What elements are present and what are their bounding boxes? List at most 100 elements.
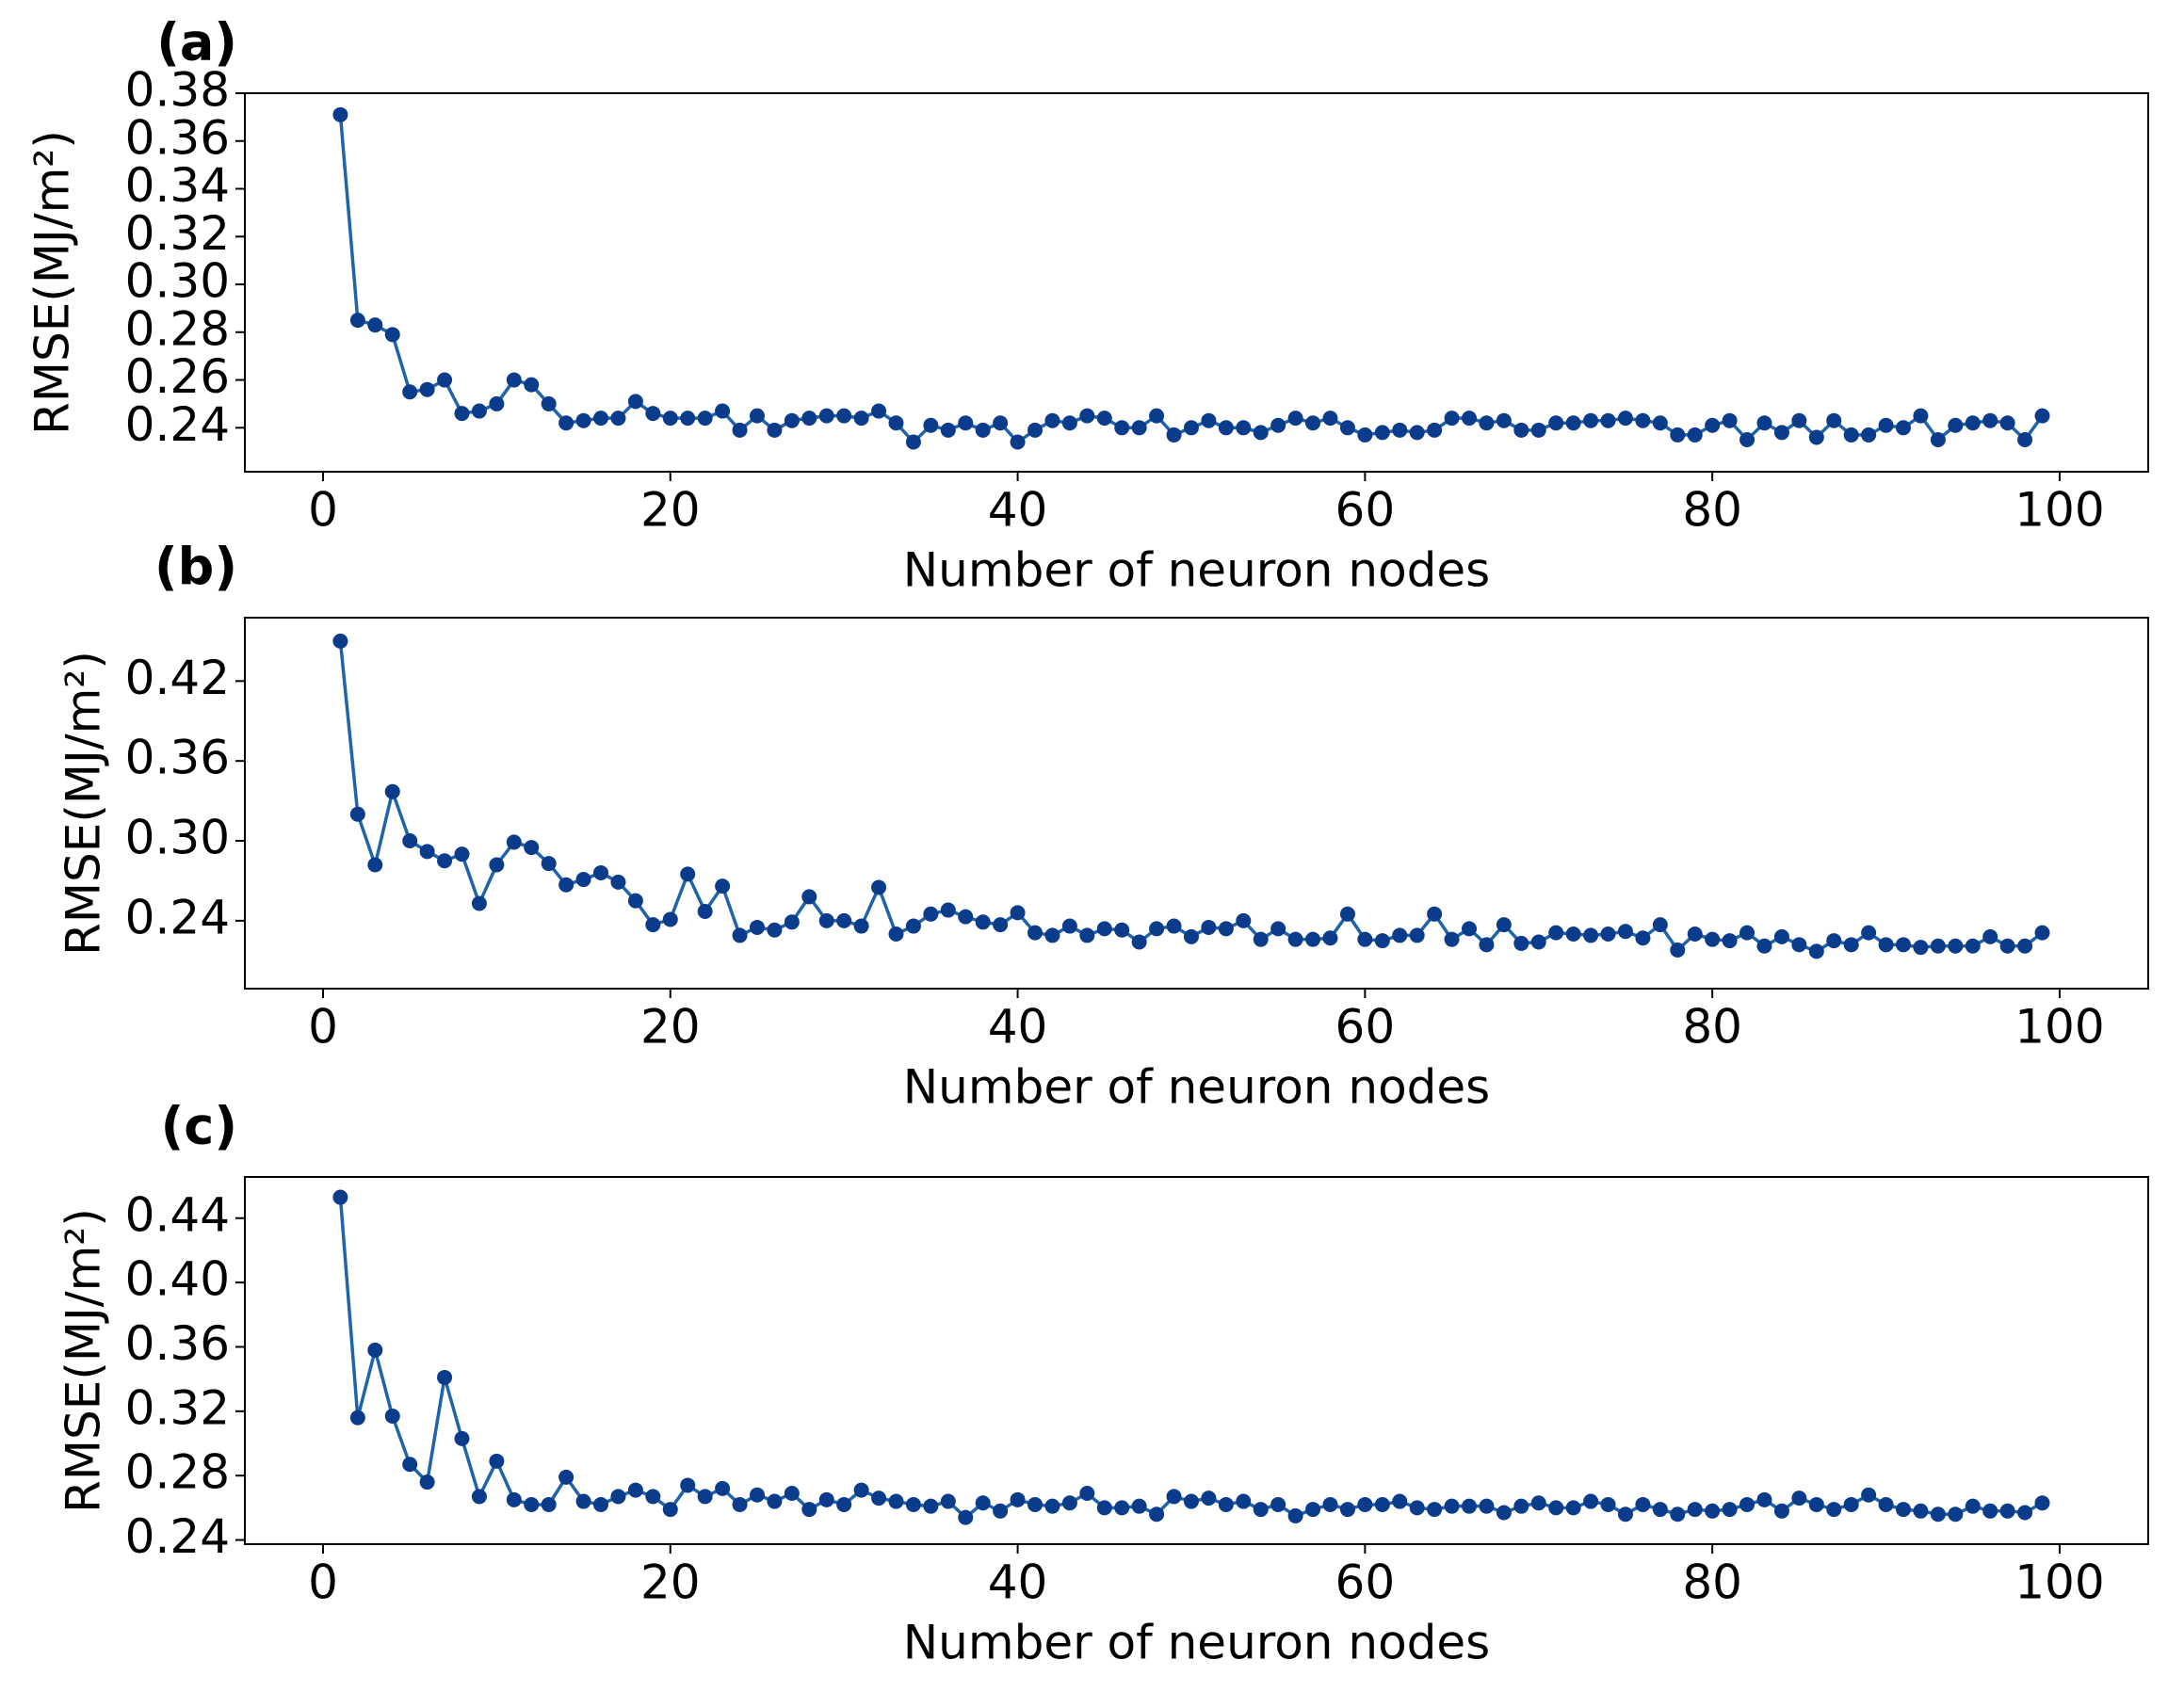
data-point (1773, 1503, 1789, 1519)
data-point (784, 412, 800, 428)
data-point (1808, 429, 1824, 445)
data-point (1600, 1496, 1616, 1512)
data-point (680, 866, 696, 882)
data-point (627, 1482, 643, 1498)
data-point (1409, 425, 1425, 441)
data-point (1530, 422, 1546, 438)
data-point (1357, 931, 1373, 947)
data-point (1114, 420, 1130, 436)
data-point (1010, 905, 1026, 921)
data-point (506, 372, 522, 388)
data-point (1201, 1490, 1217, 1507)
data-point (645, 406, 661, 422)
y-tick-label: 0.42 (125, 651, 230, 705)
data-point (1201, 919, 1217, 935)
data-point (471, 1489, 487, 1505)
data-point (818, 1491, 834, 1507)
data-point (454, 1430, 470, 1446)
data-point (1061, 1495, 1077, 1511)
data-point (1687, 1502, 1703, 1518)
data-point (749, 919, 765, 935)
y-tick-label: 0.24 (125, 397, 230, 452)
panel-label: (c) (161, 1097, 237, 1156)
data-point (1948, 417, 1964, 433)
data-point (923, 417, 939, 433)
data-point (1218, 921, 1234, 937)
data-line (338, 1197, 2044, 1520)
y-tick-label: 0.36 (125, 1316, 230, 1371)
data-point (1982, 412, 1998, 428)
data-point (871, 403, 887, 419)
y-tick-label: 0.24 (125, 1509, 230, 1564)
data-point (524, 1496, 540, 1512)
data-point (853, 1482, 869, 1498)
data-point (1166, 1489, 1182, 1505)
data-point (1357, 427, 1373, 443)
data-point (1392, 422, 1408, 438)
data-point (1878, 417, 1894, 433)
data-point (1270, 417, 1286, 433)
data-point (923, 906, 939, 922)
data-point (975, 914, 991, 930)
data-point (1513, 935, 1529, 951)
data-point (1183, 420, 1199, 436)
plot-frame (244, 1176, 2149, 1545)
data-point (1739, 431, 1755, 447)
data-point (888, 927, 904, 943)
data-point (367, 857, 383, 873)
data-point (1357, 1496, 1373, 1512)
x-tick-label: 40 (988, 483, 1048, 538)
data-point (1861, 1487, 1877, 1503)
data-point (905, 434, 921, 450)
x-tick-label: 40 (988, 1555, 1048, 1610)
data-point (1010, 1491, 1026, 1507)
data-point (1027, 1496, 1044, 1512)
data-point (1843, 427, 1859, 443)
data-point (1530, 1495, 1546, 1511)
data-point (1930, 938, 1946, 954)
data-point (1114, 1500, 1130, 1516)
data-point (1409, 1500, 1425, 1516)
data-point (715, 403, 731, 419)
data-point (1999, 1503, 2015, 1519)
data-point (384, 1408, 400, 1424)
data-point (2017, 1505, 2033, 1521)
data-point (1635, 1496, 1651, 1512)
data-point (1548, 415, 1564, 431)
data-point (349, 806, 365, 822)
data-point (610, 411, 626, 427)
data-point (1808, 943, 1824, 959)
data-point (1253, 1502, 1269, 1518)
x-axis-label: Number of neuron nodes (903, 543, 1490, 598)
y-tick-label: 0.24 (125, 890, 230, 944)
data-point (454, 846, 470, 862)
data-point (1739, 1496, 1755, 1512)
data-point (1617, 924, 1633, 940)
data-point (489, 395, 505, 411)
y-tick-label: 0.30 (125, 811, 230, 865)
data-point (558, 415, 574, 431)
data-point (1548, 925, 1564, 941)
data-point (1861, 427, 1877, 443)
data-point (1496, 1505, 1512, 1521)
data-point (1322, 411, 1338, 427)
data-point (332, 1189, 348, 1205)
data-point (1548, 1500, 1564, 1516)
data-point (593, 864, 609, 880)
data-point (1895, 420, 1911, 436)
data-point (1096, 411, 1112, 427)
data-point (1427, 1502, 1443, 1518)
data-point (2017, 938, 2033, 954)
plot-frame (244, 617, 2149, 990)
data-point (871, 1490, 887, 1507)
x-tick-label: 0 (308, 483, 338, 538)
data-point (610, 1489, 626, 1505)
data-point (419, 381, 435, 397)
y-tick-label: 0.36 (125, 110, 230, 165)
data-point (801, 1502, 817, 1518)
data-point (1930, 431, 1946, 447)
data-point (1826, 1502, 1842, 1518)
data-point (1878, 1496, 1894, 1512)
y-tick-label: 0.32 (125, 1380, 230, 1435)
